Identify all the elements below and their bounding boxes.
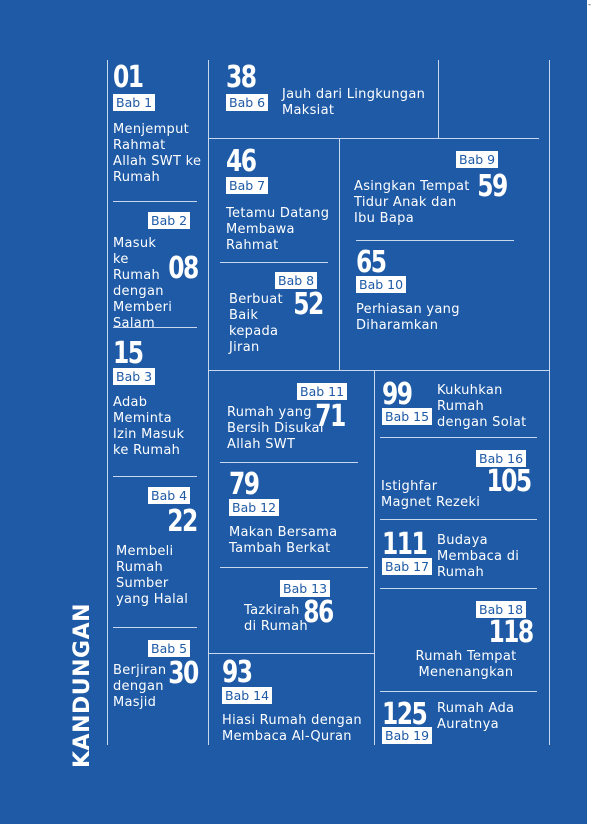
chapter-title: Budaya Membaca di Rumah [437,533,520,580]
column-line [107,60,108,745]
chapter-badge: Bab 13 [280,580,331,597]
row-separator [208,138,539,139]
chapter-page-number: 118 [488,615,535,650]
chapter-page-number: 93 [222,655,253,690]
chapter-title: Menjemput Rahmat Allah SWT ke Rumah [113,122,202,185]
chapter-page-number: 65 [356,245,387,280]
chapter-title: Rumah yang Bersih Disukai Allah SWT [227,405,324,452]
row-separator [208,653,374,654]
row-separator [220,567,368,568]
corner-mark: - [588,0,591,9]
chapter-page-number: 99 [382,377,413,412]
chapter-title: Rumah Ada Auratnya [437,701,515,732]
column-line [374,370,375,745]
row-separator [113,627,197,628]
row-separator [220,262,328,263]
row-separator [380,588,537,589]
chapter-badge: Bab 5 [148,640,191,657]
chapter-title: Asingkan Tempat Tidur Anak dan Ibu Bapa [354,179,470,226]
chapter-page-number: 59 [477,169,509,204]
chapter-badge: Bab 11 [297,383,348,400]
chapter-title: Makan Bersama Tambah Berkat [229,525,338,556]
chapter-title: Jauh dari Lingkungan Maksiat [282,87,426,118]
chapter-badge: Bab 10 [356,276,407,293]
column-line [549,60,550,745]
contents-heading: KANDUNGAN [70,602,95,768]
chapter-page-number: 15 [113,336,144,371]
chapter-page-number: 105 [486,464,533,499]
chapter-title: Perhiasan yang Diharamkan [356,302,460,333]
chapter-page-number: 79 [229,467,260,502]
column-line [339,138,340,370]
chapter-title: Berbuat Baik kepada Jiran [229,292,283,355]
chapter-title: Istighfar Magnet Rezeki [381,479,481,510]
row-separator [113,327,197,328]
row-separator [380,437,537,438]
chapter-badge: Bab 14 [222,687,273,704]
chapter-badge: Bab 16 [476,450,527,467]
column-line [208,60,209,745]
chapter-badge: Bab 18 [476,601,527,618]
chapter-badge: Bab 17 [382,558,433,575]
chapter-page-number: 86 [303,595,335,630]
column-line [438,60,439,138]
row-separator [356,240,514,241]
chapter-badge: Bab 9 [456,151,499,168]
chapter-badge: Bab 19 [382,727,433,744]
chapter-title: Adab Meminta Izin Masuk ke Rumah [113,395,185,458]
chapter-title: Kukuhkan Rumah dengan Solat [437,383,527,430]
chapter-page-number: 38 [226,60,257,95]
chapter-page-number: 22 [167,504,199,539]
chapter-title: Tetamu Datang Membawa Rahmat [226,206,330,253]
chapter-title: Membeli Rumah Sumber yang Halal [116,544,189,607]
chapter-title: Rumah Tempat Menenangkan [415,649,517,680]
chapter-page-number: 71 [315,399,347,434]
chapter-badge: Bab 15 [382,408,433,425]
chapter-badge: Bab 2 [148,212,191,229]
chapter-title: Berjiran dengan Masjid [113,663,167,710]
chapter-page-number: 46 [226,144,257,179]
row-separator [208,370,549,371]
chapter-badge: Bab 7 [226,177,269,194]
chapter-badge: Bab 12 [229,499,280,516]
chapter-badge: Bab 8 [275,272,318,289]
chapter-badge: Bab 6 [226,94,269,111]
chapter-page-number: 01 [113,60,144,95]
row-separator [380,691,537,692]
chapter-page-number: 125 [382,697,428,732]
row-separator [220,462,358,463]
chapter-page-number: 52 [293,287,325,322]
chapter-badge: Bab 3 [113,368,156,385]
row-separator [113,201,197,202]
chapter-title: Hiasi Rumah dengan Membaca Al-Quran [222,713,362,744]
chapter-badge: Bab 1 [113,94,156,111]
chapter-title: Tazkirah di Rumah [244,603,308,634]
chapter-badge: Bab 4 [148,487,191,504]
row-separator [380,519,537,520]
chapter-page-number: 111 [382,527,428,562]
row-separator [113,476,197,477]
chapter-page-number: 30 [168,656,200,691]
chapter-page-number: 08 [168,251,200,286]
chapter-title: Masuk ke Rumah dengan Memberi Salam [113,236,173,331]
